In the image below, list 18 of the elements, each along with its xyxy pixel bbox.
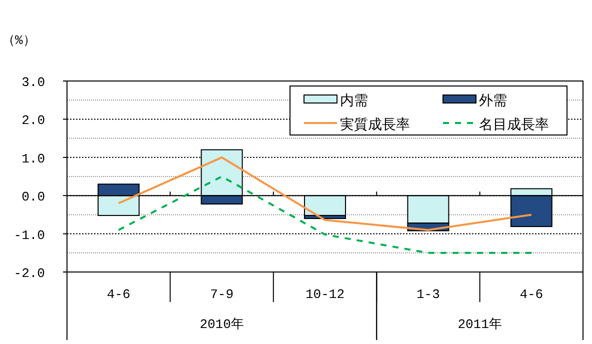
text: 2010年 (200, 317, 244, 332)
x-tick-label: 10-12 (305, 287, 345, 302)
y-tick-label: -1.0 (14, 228, 45, 243)
y-tick-label: 3.0 (22, 75, 45, 90)
legend-label: 名目成長率 (479, 117, 549, 134)
y-axis-title: （%） (2, 33, 36, 48)
y-tick-label: -2.0 (14, 266, 45, 281)
y-tick-label: 1.0 (22, 151, 45, 166)
y-tick-label: 0.0 (22, 190, 45, 205)
x-tick-label: 7-9 (210, 287, 234, 302)
x-tick-label: 4-6 (520, 287, 544, 302)
legend-label: 内需 (340, 93, 368, 110)
y-tick-label: 2.0 (22, 113, 45, 128)
x-tick-label: 4-6 (106, 287, 130, 302)
legend-label: 実質成長率 (340, 117, 410, 134)
x-tick-label: 1-3 (416, 287, 440, 302)
legend-label: 外需 (479, 93, 507, 110)
text: 2011年 (458, 317, 502, 332)
